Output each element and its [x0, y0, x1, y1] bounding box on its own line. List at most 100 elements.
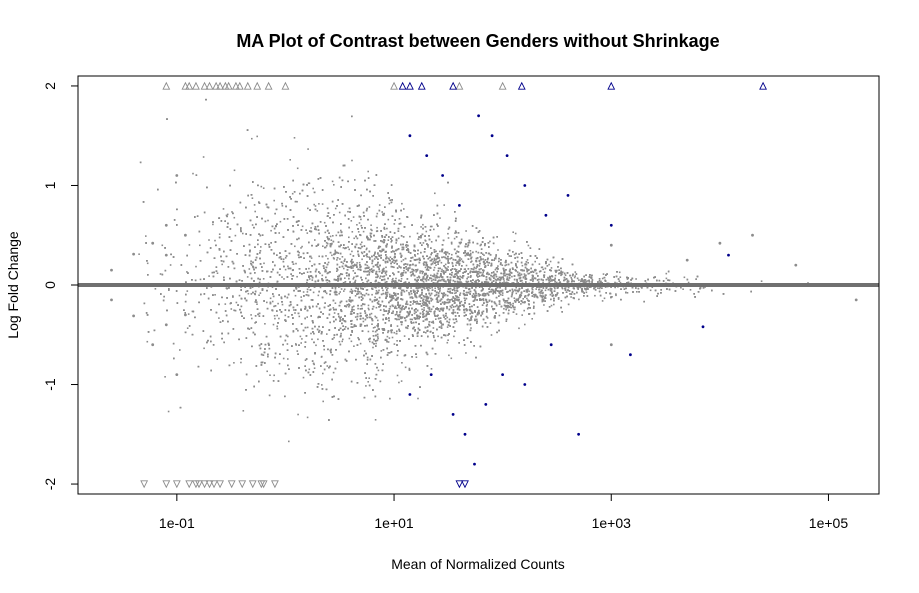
- capped-up-triangle-4: [216, 81, 224, 90]
- capped-up-significant-triangle-2: [417, 81, 426, 90]
- x-tick-label-3: 1e+05: [809, 515, 849, 531]
- capped-down-triangle-1: [162, 480, 171, 489]
- point-9: [175, 174, 179, 177]
- capped-up-triangle-2: [192, 81, 200, 90]
- capped-down-triangle-3: [185, 480, 194, 489]
- significant-point-1: [425, 154, 429, 158]
- capped-down-triangle-2: [172, 480, 181, 489]
- capped-up-triangle-5: [224, 81, 233, 90]
- capped-up-significant-triangle-6: [759, 81, 768, 90]
- significant-point-17: [501, 373, 504, 376]
- capped-up-triangle-13: [212, 81, 221, 90]
- y-axis-label: Log Fold Change: [5, 231, 21, 339]
- significant-point-20: [577, 432, 580, 436]
- significant-point-16: [484, 403, 488, 406]
- point-5: [151, 343, 155, 347]
- capped-down-triangle-8: [238, 480, 247, 489]
- significant-point-13: [451, 413, 455, 416]
- point-19: [609, 243, 613, 247]
- point-23: [751, 233, 754, 237]
- capped-up-triangle-9: [264, 81, 273, 90]
- y-axis: -2 -1 0 1 2: [42, 82, 78, 490]
- point-22: [718, 241, 722, 245]
- significant-point-2: [441, 174, 444, 177]
- capped-up-triangle-17: [455, 81, 464, 90]
- capped-up-significant-triangle-4: [517, 81, 526, 90]
- y-tick-label-3: 1: [42, 181, 58, 189]
- capped-down-triangle-13: [200, 480, 209, 489]
- capped-up-triangle-18: [498, 81, 507, 90]
- significant-point-0: [408, 134, 412, 138]
- significant-point-11: [408, 393, 412, 396]
- significant-point-6: [505, 154, 509, 158]
- capped-up-triangle-15: [235, 81, 244, 90]
- capped-down-triangle-14: [210, 480, 218, 489]
- capped-up-triangle-10: [281, 81, 290, 90]
- point-13: [425, 263, 429, 267]
- capped-up-triangle-7: [243, 81, 252, 90]
- point-0: [110, 268, 113, 272]
- point-16: [468, 308, 472, 312]
- data-points: [110, 81, 858, 489]
- significant-point-15: [473, 462, 476, 466]
- significant-point-22: [701, 325, 705, 329]
- capped-up-triangle-16: [390, 81, 398, 90]
- point-18: [533, 293, 537, 297]
- capped-up-triangle-8: [253, 81, 262, 90]
- y-tick-label-1: -1: [42, 378, 58, 391]
- capped-down-triangle-11: [270, 480, 279, 489]
- significant-point-9: [566, 194, 570, 197]
- capped-up-triangle-6: [231, 81, 240, 90]
- x-tick-label-1: 1e+01: [374, 515, 414, 531]
- point-21: [685, 258, 689, 262]
- significant-point-5: [490, 134, 494, 138]
- point-2: [132, 252, 136, 256]
- point-6: [164, 223, 168, 227]
- capped-up-triangle-0: [162, 81, 171, 90]
- point-17: [533, 268, 537, 272]
- significant-point-10: [609, 223, 613, 227]
- point-20: [609, 343, 613, 347]
- capped-down-significant-triangle-0: [257, 480, 266, 489]
- significant-point-23: [727, 253, 730, 257]
- x-tick-label-0: 1e-01: [159, 515, 195, 531]
- capped-down-triangle-7: [227, 480, 236, 489]
- capped-down-triangle-12: [192, 480, 200, 489]
- point-3: [132, 314, 136, 318]
- capped-up-triangle-3: [205, 81, 214, 90]
- capped-down-significant-triangle-1: [455, 480, 464, 489]
- significant-point-12: [429, 373, 433, 376]
- x-tick-label-2: 1e+03: [592, 515, 632, 531]
- significant-point-19: [549, 343, 553, 347]
- point-14: [425, 303, 429, 307]
- y-tick-label-2: 0: [42, 281, 58, 289]
- significant-point-18: [523, 383, 527, 386]
- capped-up-triangle-12: [200, 81, 209, 90]
- capped-up-triangle-14: [221, 81, 230, 90]
- capped-up-triangle-11: [185, 81, 194, 90]
- chart-title: MA Plot of Contrast between Genders with…: [236, 31, 719, 51]
- background-point-cloud: [138, 98, 809, 443]
- point-11: [184, 233, 187, 237]
- point-25: [854, 298, 858, 302]
- significant-point-8: [544, 213, 548, 217]
- point-12: [184, 313, 187, 317]
- significant-point-3: [458, 204, 461, 207]
- point-1: [110, 298, 113, 302]
- capped-up-significant-triangle-3: [449, 81, 458, 90]
- point-7: [164, 253, 168, 257]
- capped-up-significant-triangle-0: [398, 81, 407, 90]
- significant-point-4: [477, 114, 480, 118]
- y-tick-label-0: -2: [42, 478, 58, 491]
- x-axis-label: Mean of Normalized Counts: [391, 556, 565, 572]
- capped-up-significant-triangle-1: [405, 81, 414, 90]
- capped-down-triangle-6: [216, 480, 224, 489]
- capped-down-triangle-0: [140, 480, 149, 489]
- significant-point-7: [523, 184, 527, 187]
- point-10: [175, 373, 179, 376]
- point-24: [794, 263, 798, 267]
- point-4: [151, 241, 155, 245]
- capped-down-significant-triangle-2: [461, 480, 469, 489]
- significant-point-21: [629, 353, 632, 357]
